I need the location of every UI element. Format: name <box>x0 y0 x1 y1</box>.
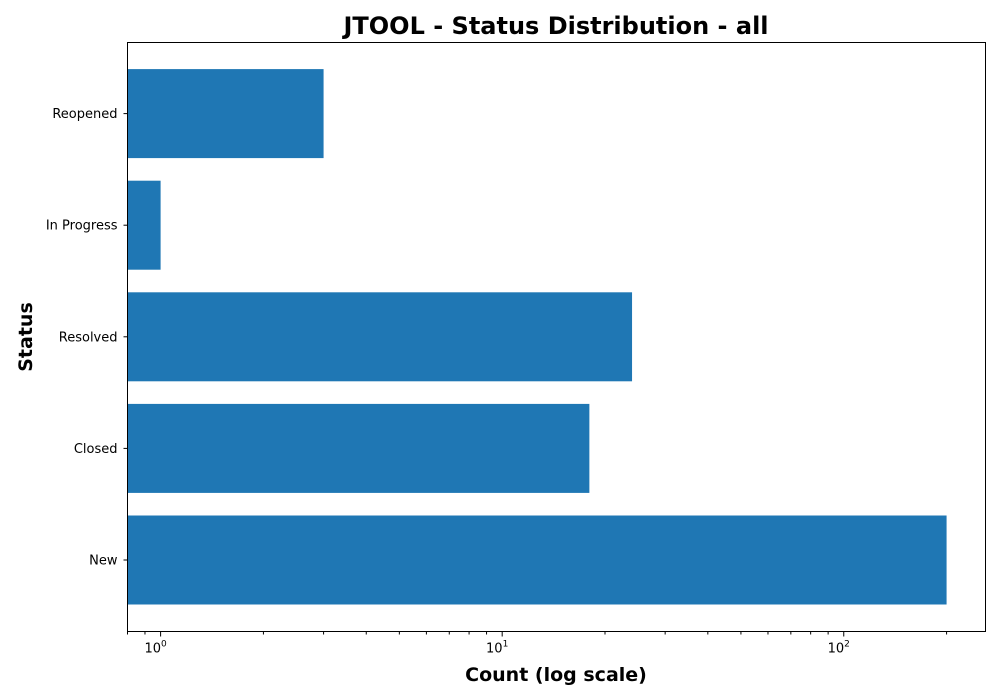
bar-new <box>127 515 947 605</box>
plot-frame <box>127 42 986 632</box>
y-tick-label-in-progress: In Progress <box>46 219 118 234</box>
y-axis-label: Status <box>15 302 37 372</box>
bar-reopened <box>127 69 324 159</box>
x-tick-label-10e1: 101 <box>486 640 508 657</box>
y-tick-label-resolved: Resolved <box>59 330 118 345</box>
chart-title: JTOOL - Status Distribution - all <box>341 12 768 40</box>
x-tick-label-10e0: 100 <box>144 640 167 657</box>
x-axis-label: Count (log scale) <box>465 664 647 686</box>
bar-resolved <box>127 292 633 382</box>
y-tick-label-closed: Closed <box>74 442 118 457</box>
plot-area: New Closed Resolved In Progress Reopened 100 1… <box>46 69 948 657</box>
y-tick-label-new: New <box>89 554 118 569</box>
bar-closed <box>127 403 590 493</box>
bar-in-progress <box>127 180 161 270</box>
x-tick-label-10e2: 102 <box>828 640 850 657</box>
y-tick-label-reopened: Reopened <box>52 107 117 122</box>
